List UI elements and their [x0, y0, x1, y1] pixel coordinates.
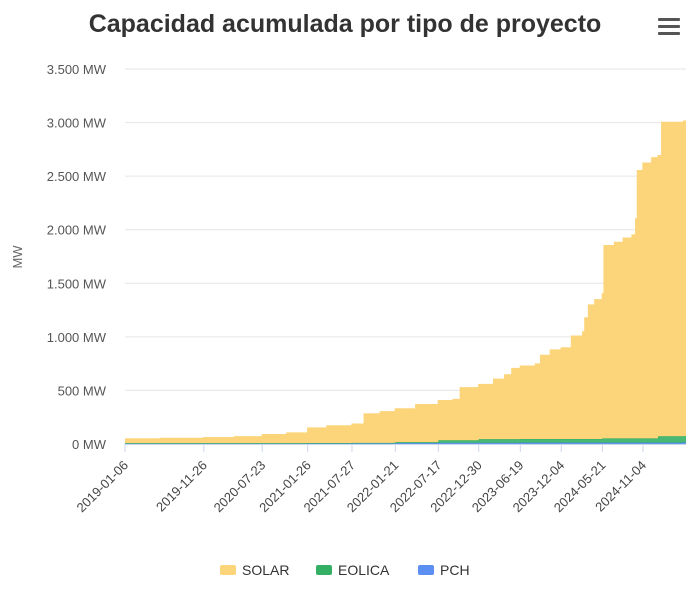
chart-title: Capacidad acumulada por tipo de proyecto [88, 10, 602, 38]
menu-icon[interactable] [658, 18, 680, 38]
legend-item-pch[interactable]: PCH [418, 562, 470, 578]
legend-swatch [418, 565, 434, 575]
area-solar [125, 121, 686, 444]
x-tick-label: 2019-11-26 [153, 458, 210, 515]
y-axis-label: MW [10, 245, 25, 269]
line-solar [125, 120, 686, 440]
y-tick-label: 0 MW [72, 437, 107, 452]
x-axis: 2019-01-06 2019-11-26 2020-07-232021-01-26… [73, 444, 686, 515]
legend-swatch [220, 565, 236, 575]
x-tick-label: 2019-01-06 [73, 458, 131, 516]
y-tick-label: 2.000 MW [47, 223, 107, 238]
y-tick-label: 500 MW [58, 383, 107, 398]
y-tick-label: 3.500 MW [47, 62, 107, 77]
area-eolica [125, 436, 686, 444]
legend-label: SOLAR [242, 562, 289, 578]
legend-label: EOLICA [338, 562, 390, 578]
legend-label: PCH [440, 562, 470, 578]
y-tick-label: 3.000 MW [47, 116, 107, 131]
y-tick-label: 2.500 MW [47, 169, 107, 184]
series-areas [125, 120, 686, 445]
y-axis: 0 MW 500 MW 1.000 MW 1.500 MW 2.000 MW 2.500 … [47, 62, 107, 452]
legend-swatch [316, 565, 332, 575]
y-tick-label: 1.000 MW [47, 330, 107, 345]
y-tick-label: 1.500 MW [47, 276, 107, 291]
legend-item-solar[interactable]: SOLAR [220, 562, 289, 578]
legend-item-eolica[interactable]: EOLICA [316, 562, 390, 578]
legend: SOLAR EOLICA PCH [220, 562, 470, 578]
